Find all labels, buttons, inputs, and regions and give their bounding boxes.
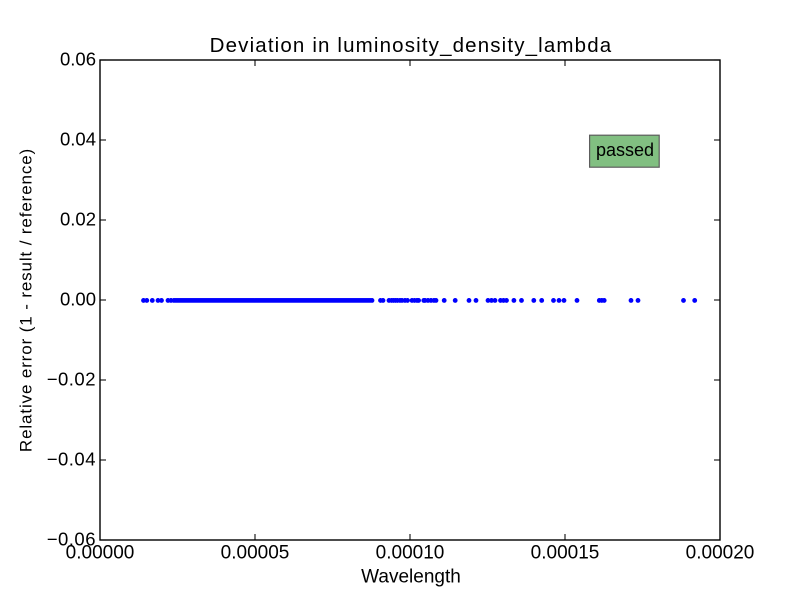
svg-text:0.00015: 0.00015 xyxy=(531,543,600,564)
svg-text:Relative error (1 - result / r: Relative error (1 - result / reference) xyxy=(17,148,36,452)
svg-text:0.06: 0.06 xyxy=(60,48,96,69)
svg-text:0.02: 0.02 xyxy=(60,208,96,229)
svg-text:Wavelength: Wavelength xyxy=(361,566,461,587)
svg-text:0.00020: 0.00020 xyxy=(686,543,755,564)
svg-text:−0.04: −0.04 xyxy=(47,448,96,469)
svg-text:0.00000: 0.00000 xyxy=(66,543,135,564)
svg-text:0.00010: 0.00010 xyxy=(376,543,445,564)
svg-text:−0.02: −0.02 xyxy=(47,368,96,389)
svg-text:−0.06: −0.06 xyxy=(47,528,96,549)
svg-text:passed: passed xyxy=(596,140,654,160)
svg-text:Deviation in luminosity_densit: Deviation in luminosity_density_lambda xyxy=(210,34,613,57)
svg-text:0.00: 0.00 xyxy=(60,288,96,309)
svg-text:0.00005: 0.00005 xyxy=(221,543,290,564)
svg-text:0.04: 0.04 xyxy=(60,128,96,149)
